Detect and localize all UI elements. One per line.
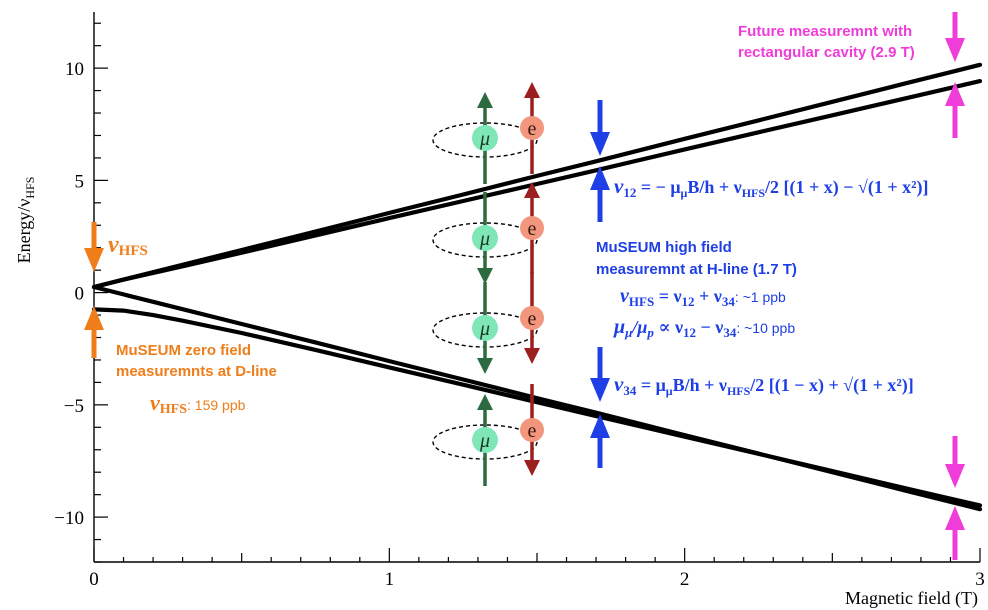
zero-field-title-line2: measuremnts at D-line	[116, 363, 277, 380]
y-tick-label: −5	[64, 396, 84, 417]
y-axis-label-sub: HFS	[23, 177, 37, 199]
x-tick-label: 2	[680, 569, 690, 590]
y-axis-label: Energy/νHFS	[14, 177, 37, 264]
spin-diagrams: μ eμ eμ eμ e	[432, 82, 544, 486]
y-tick-label: 0	[75, 284, 85, 305]
electron-particle	[520, 306, 544, 330]
high-field-arrow-bottom-down	[590, 347, 610, 402]
x-axis-label: Magnetic field (T)	[845, 588, 978, 609]
muon-particle	[472, 315, 498, 341]
hfs-splitting-label: νHFS	[108, 232, 148, 259]
high-field-annotation: ν12 = − μμB/h + νHFS/2 [(1 + x) − √(1 + …	[590, 100, 929, 468]
energy-levels	[91, 62, 983, 512]
high-field-arrow-bottom-up	[590, 414, 610, 468]
electron-particle	[520, 418, 544, 442]
future-annotation: Future measuremnt with rectangular cavit…	[738, 12, 965, 560]
muon-symbol: μ	[479, 228, 490, 250]
x-tick-label: 0	[89, 569, 99, 590]
x-tick-label: 3	[975, 569, 985, 590]
x-tick-label: 1	[385, 569, 395, 590]
electron-symbol: e	[528, 118, 537, 140]
energy-level-1	[91, 62, 983, 290]
muon-symbol: μ	[479, 430, 490, 452]
electron-symbol: e	[528, 308, 537, 330]
future-arrow-bottom-down	[945, 436, 965, 488]
tick-labels: 0 1 2 3 10 5 0 −5 −10	[54, 59, 984, 590]
nu34-formula: ν34 = μμB/h + νHFS/2 [(1 − x) + √(1 + x²…	[614, 372, 914, 398]
future-arrow-bottom-up	[945, 506, 965, 560]
electron-symbol: e	[528, 420, 537, 442]
electron-particle	[520, 216, 544, 240]
zero-field-precision: νHFS: 159 ppb	[150, 390, 246, 417]
svg-text:Energy/νHFS: Energy/νHFS	[14, 177, 37, 264]
high-field-title-line2: measuremnt at H-line (1.7 T)	[596, 261, 797, 278]
zero-field-title-line1: MuSEUM zero field	[116, 342, 251, 359]
future-arrow-top-up	[945, 82, 965, 138]
future-line1: Future measuremnt with	[738, 23, 912, 40]
y-tick-label: 10	[65, 59, 84, 80]
muon-particle	[472, 225, 498, 251]
muon-symbol: μ	[479, 318, 490, 340]
zero-field-arrow-up	[84, 306, 104, 358]
muon-symbol: μ	[479, 128, 490, 150]
high-field-arrow-top-down	[590, 100, 610, 156]
energy-level-3	[91, 79, 983, 290]
energy-level-4	[91, 307, 983, 508]
zero-field-arrow-down	[84, 222, 104, 272]
y-tick-label: −10	[54, 508, 84, 529]
future-line2: rectangular cavity (2.9 T)	[738, 44, 915, 61]
y-tick-label: 5	[75, 171, 85, 192]
high-field-title-line1: MuSEUM high field	[596, 239, 732, 256]
nu12-formula: ν12 = − μμB/h + νHFS/2 [(1 + x) − √(1 + …	[614, 174, 929, 200]
tick-marks	[93, 22, 981, 563]
electron-particle	[520, 116, 544, 140]
electron-symbol: e	[528, 218, 537, 240]
y-axis-label-main: Energy/ν	[14, 199, 34, 264]
zero-field-annotation: νHFS MuSEUM zero field measuremnts at D-…	[84, 222, 277, 417]
future-arrow-top-down	[945, 12, 965, 62]
high-field-arrow-top-up	[590, 166, 610, 222]
muon-particle	[472, 125, 498, 151]
hfs-sum-formula: νHFS = ν12 + ν34: ~1 ppb	[620, 285, 786, 309]
muon-particle	[472, 427, 498, 453]
mass-ratio-formula: μμ/μp ∝ ν12 − ν34: ~10 ppb	[613, 316, 795, 340]
